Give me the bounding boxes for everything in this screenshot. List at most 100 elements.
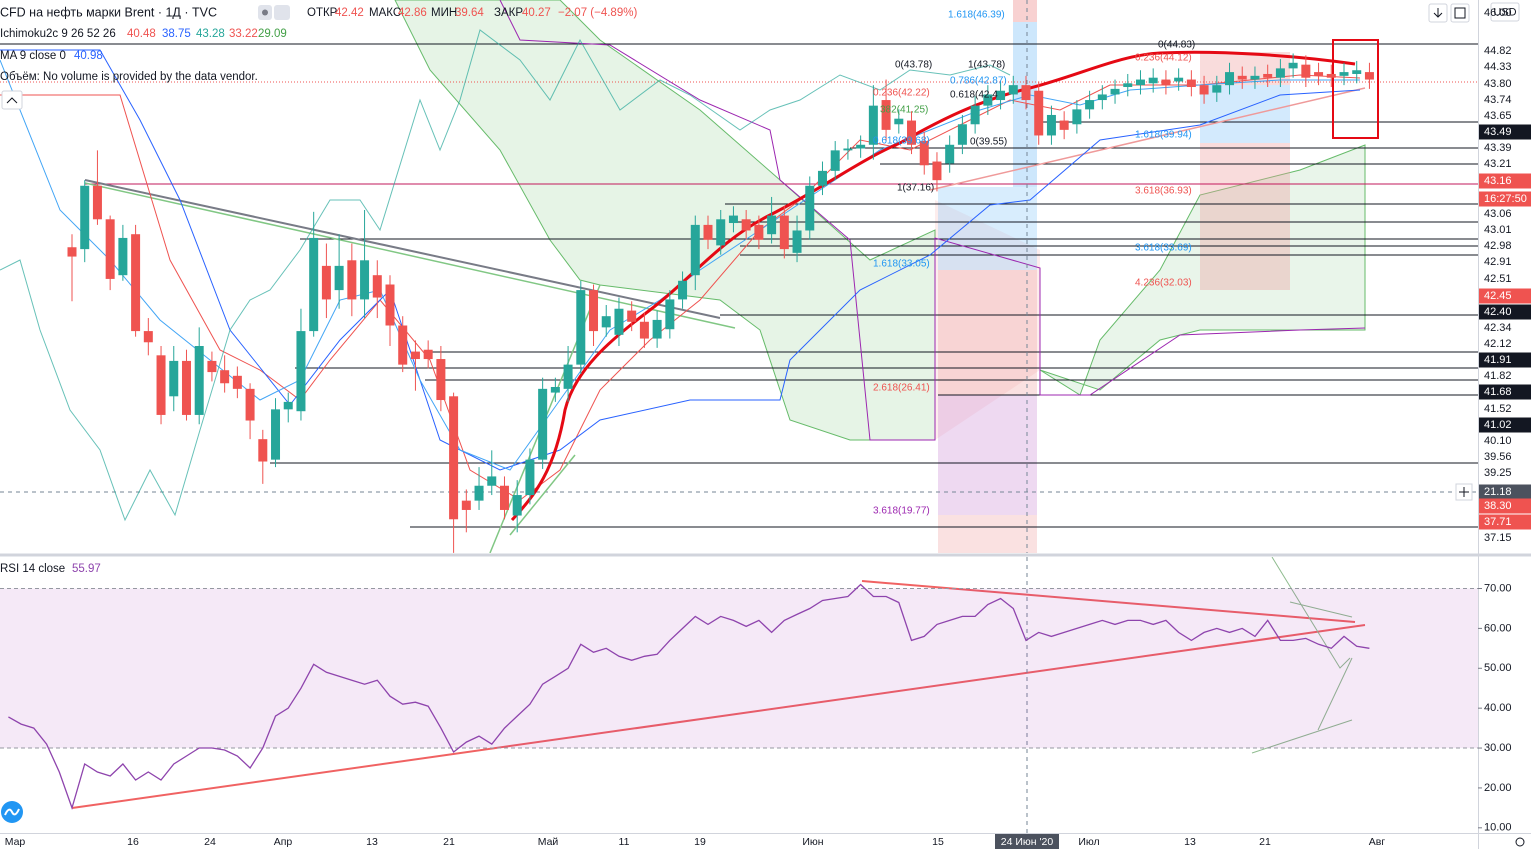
candle-body bbox=[423, 349, 433, 360]
candle-body bbox=[741, 219, 751, 231]
candle-body bbox=[169, 360, 179, 397]
ohlc-value: 39.64 bbox=[455, 7, 484, 19]
collapse-icon bbox=[6, 97, 18, 104]
candle-body bbox=[1250, 75, 1260, 80]
hand-drawn-line bbox=[1271, 557, 1351, 669]
candle-body bbox=[80, 185, 90, 250]
candle-body bbox=[1161, 79, 1171, 86]
hand-drawn-line bbox=[1251, 719, 1353, 754]
price-axis-label: 38.30 bbox=[1484, 500, 1512, 512]
price-pane: 1.618(46.39) 0(43.78) 1(43.78) 0.236(42.22)… bbox=[67, 10, 1374, 553]
price-axis-label: 41.68 bbox=[1484, 386, 1512, 398]
fib-label: 0(44.83) bbox=[1158, 40, 1195, 51]
fullscreen-button[interactable] bbox=[1450, 3, 1470, 23]
price-axis-label: 42.12 bbox=[1484, 338, 1512, 350]
candle-body bbox=[410, 351, 420, 360]
price-axis-label: 43.65 bbox=[1484, 110, 1512, 122]
candle-body bbox=[1225, 72, 1235, 86]
price-axis-label: 43.01 bbox=[1484, 224, 1512, 236]
candle-body bbox=[996, 90, 1006, 101]
price-axis-label: 39.25 bbox=[1484, 467, 1512, 479]
fib-label: 0.236(42.22) bbox=[873, 88, 930, 99]
collapse-button[interactable] bbox=[1, 90, 23, 110]
candle-body bbox=[665, 299, 675, 330]
candle-body bbox=[1326, 73, 1336, 78]
axes: 46.00 44.82 44.33 43.80 43.74 43.65 43.49 43.39… bbox=[5, 7, 1531, 849]
candle-body bbox=[194, 345, 204, 415]
price-axis-label: 41.02 bbox=[1484, 419, 1512, 431]
chikou-line bbox=[0, 29, 1011, 522]
price-label-bg bbox=[1479, 352, 1531, 368]
price-axis-label: 43.16 bbox=[1484, 175, 1512, 187]
y-tick-label: 50.00 bbox=[1484, 662, 1512, 674]
highlight-box bbox=[1332, 39, 1379, 139]
candle-body bbox=[525, 459, 535, 496]
x-tick-label: 11 bbox=[619, 836, 630, 848]
fib-label: 0.236(44.12) bbox=[1135, 53, 1192, 64]
candle-body bbox=[1085, 100, 1095, 110]
candle-body bbox=[1199, 85, 1209, 95]
fib-label: 3.618(36.93) bbox=[1135, 186, 1192, 197]
candle-body bbox=[1059, 120, 1069, 130]
candle-body bbox=[627, 310, 637, 322]
fib-label: 2.618(26.41) bbox=[873, 383, 930, 394]
ohlc-label: ЗАКР bbox=[494, 7, 523, 19]
candle-body bbox=[614, 308, 624, 335]
candle-body bbox=[1186, 79, 1196, 88]
candle-body bbox=[754, 224, 764, 240]
trend-line bbox=[84, 182, 736, 329]
fib-label: 4.236(32.03) bbox=[1135, 278, 1192, 289]
candle-body bbox=[1021, 85, 1031, 101]
settings-button[interactable] bbox=[274, 5, 290, 20]
candle-body bbox=[181, 360, 191, 415]
candle-body bbox=[1364, 72, 1374, 80]
candle-body bbox=[461, 500, 471, 510]
x-tick-label: Июн bbox=[802, 836, 823, 848]
candle-body bbox=[957, 124, 967, 145]
price-axis-label: 37.71 bbox=[1484, 516, 1512, 528]
price-axis-label: 42.91 bbox=[1484, 256, 1512, 268]
price-label-bg bbox=[1479, 173, 1531, 189]
candle-body bbox=[360, 260, 370, 300]
ohlc-label: МАКС bbox=[369, 7, 401, 19]
price-axis-label: 37.15 bbox=[1484, 532, 1512, 544]
x-tick-label: Июл bbox=[1078, 836, 1099, 848]
x-tick-label: 15 bbox=[932, 836, 944, 848]
fib-zone bbox=[938, 395, 1037, 515]
volume-note: Объём: No volume is provided by the data… bbox=[0, 71, 258, 83]
x-tick-label: 13 bbox=[1184, 836, 1196, 848]
price-axis-label: 42.45 bbox=[1484, 290, 1512, 302]
candle-body bbox=[601, 316, 611, 328]
y-tick-label: 60.00 bbox=[1484, 622, 1512, 634]
candle-body bbox=[907, 120, 917, 145]
candle-body bbox=[830, 150, 840, 171]
candle-body bbox=[639, 321, 649, 339]
candle-body bbox=[512, 495, 522, 516]
rsi-line bbox=[8, 583, 1370, 811]
price-axis-label: 39.56 bbox=[1484, 451, 1512, 463]
ichimoku-span-b bbox=[499, 0, 1366, 441]
hand-drawn-line bbox=[1317, 657, 1353, 731]
candle-body bbox=[309, 237, 319, 332]
fib-label: 0(39.55) bbox=[970, 137, 1007, 148]
candle-body bbox=[1212, 85, 1222, 93]
candle-body bbox=[1046, 114, 1056, 136]
candle-body bbox=[932, 161, 942, 181]
candle-body bbox=[652, 319, 662, 339]
price-label-bg bbox=[1479, 191, 1531, 207]
price-label-bg bbox=[1479, 288, 1531, 304]
fib-label: 0(43.78) bbox=[895, 60, 932, 71]
candle-body bbox=[703, 224, 713, 240]
candle-body bbox=[105, 219, 115, 279]
candle-body bbox=[131, 234, 141, 332]
logo-mark bbox=[4, 808, 20, 816]
candle-body bbox=[271, 409, 281, 460]
currency-button[interactable] bbox=[1490, 2, 1520, 22]
candle-body bbox=[792, 230, 802, 253]
candle-body bbox=[1174, 77, 1184, 82]
y-tick-label: 30.00 bbox=[1484, 742, 1512, 754]
price-label-bg bbox=[1479, 484, 1531, 500]
price-label-bg bbox=[1479, 417, 1531, 433]
settings-icon[interactable] bbox=[1515, 837, 1525, 847]
